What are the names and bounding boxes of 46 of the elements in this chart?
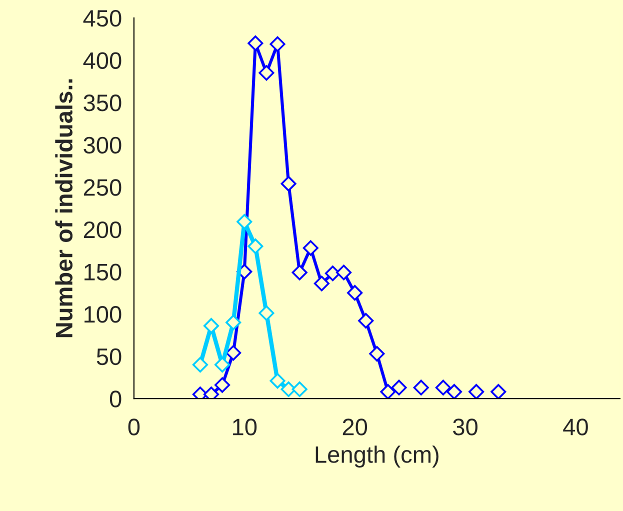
y-tick-label: 100 [84,306,122,323]
y-tick-label: 250 [84,179,122,196]
point [292,264,308,280]
point [369,346,385,362]
point [270,36,286,52]
x-tick-label: 30 [453,418,478,436]
point [380,384,396,399]
y-tick-label: 300 [84,136,122,154]
point [280,176,296,192]
x-tick-label: 10 [233,418,257,436]
point [336,264,352,280]
point [248,35,264,52]
point [391,380,407,396]
point [270,373,286,389]
x-tick-label: 40 [563,418,588,436]
x-tick-label: 0 [128,418,140,436]
point [358,312,374,329]
point [468,384,484,399]
point [292,381,308,398]
point [446,384,462,399]
x-axis-title: Length (cm) [316,446,438,468]
point [347,285,363,301]
point [192,356,208,373]
y-tick-label: 450 [83,10,122,27]
point [435,380,451,396]
point [302,240,318,256]
point [214,377,230,393]
point [226,345,242,361]
y-tick-label: 50 [96,348,122,366]
y-tick-label: 400 [83,52,122,69]
point [248,238,264,254]
point [258,305,274,321]
y-tick-label: 350 [84,94,122,112]
point [314,276,330,292]
y-tick-label: 150 [84,264,122,280]
point [203,318,220,334]
y-tick-label: 0 [110,390,122,408]
point [226,314,242,330]
point [214,356,230,373]
y-tick-label: 200 [84,221,122,238]
x-tick-label: 20 [342,418,368,436]
point [258,65,274,81]
point [324,266,341,282]
point [490,384,506,399]
y-axis-title: Number of individuals.. [55,79,73,338]
point [413,380,429,396]
